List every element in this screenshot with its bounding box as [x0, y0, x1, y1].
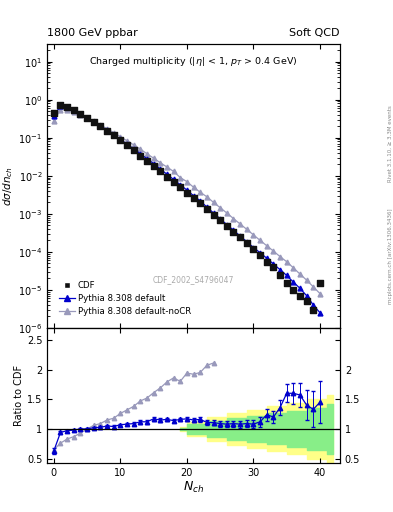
- Point: [270, 263, 277, 271]
- Point: [157, 167, 163, 176]
- Point: [310, 306, 316, 314]
- Point: [297, 292, 303, 300]
- Point: [303, 297, 310, 306]
- Point: [97, 122, 103, 131]
- Point: [177, 183, 184, 191]
- Point: [137, 152, 143, 160]
- Point: [130, 146, 137, 154]
- Point: [71, 105, 77, 114]
- Point: [77, 110, 84, 118]
- Point: [210, 210, 217, 219]
- Legend: CDF, Pythia 8.308 default, Pythia 8.308 default-noCR: CDF, Pythia 8.308 default, Pythia 8.308 …: [57, 279, 193, 318]
- Text: 1800 GeV ppbar: 1800 GeV ppbar: [47, 28, 138, 38]
- Point: [290, 286, 296, 294]
- Point: [117, 136, 123, 144]
- Point: [144, 157, 150, 165]
- Text: Charged multiplicity ($|\eta|$ < 1, $p_T$ > 0.4 GeV): Charged multiplicity ($|\eta|$ < 1, $p_T…: [89, 55, 298, 68]
- Point: [184, 188, 190, 197]
- Point: [91, 118, 97, 126]
- Y-axis label: Ratio to CDF: Ratio to CDF: [14, 365, 24, 426]
- Point: [230, 227, 237, 236]
- Point: [317, 279, 323, 287]
- Point: [244, 239, 250, 247]
- Point: [190, 194, 196, 202]
- Point: [64, 103, 70, 111]
- Point: [237, 233, 243, 242]
- Text: mcplots.cern.ch [arXiv:1306.3436]: mcplots.cern.ch [arXiv:1306.3436]: [388, 208, 393, 304]
- Text: Rivet 3.1.10, ≥ 3.3M events: Rivet 3.1.10, ≥ 3.3M events: [388, 105, 393, 182]
- X-axis label: $N_{ch}$: $N_{ch}$: [183, 480, 204, 495]
- Point: [84, 114, 90, 122]
- Y-axis label: $d\sigma/dn_{ch}$: $d\sigma/dn_{ch}$: [2, 166, 15, 206]
- Point: [51, 109, 57, 117]
- Point: [110, 132, 117, 140]
- Point: [277, 271, 283, 279]
- Point: [151, 162, 157, 170]
- Point: [57, 101, 64, 109]
- Point: [257, 250, 263, 259]
- Point: [264, 258, 270, 266]
- Point: [284, 279, 290, 287]
- Point: [224, 222, 230, 230]
- Point: [204, 205, 210, 213]
- Point: [164, 173, 170, 181]
- Point: [171, 178, 177, 186]
- Point: [217, 216, 223, 224]
- Text: CDF_2002_S4796047: CDF_2002_S4796047: [153, 275, 234, 284]
- Text: Soft QCD: Soft QCD: [290, 28, 340, 38]
- Point: [104, 127, 110, 135]
- Point: [197, 199, 203, 207]
- Point: [250, 245, 257, 253]
- Point: [124, 141, 130, 150]
